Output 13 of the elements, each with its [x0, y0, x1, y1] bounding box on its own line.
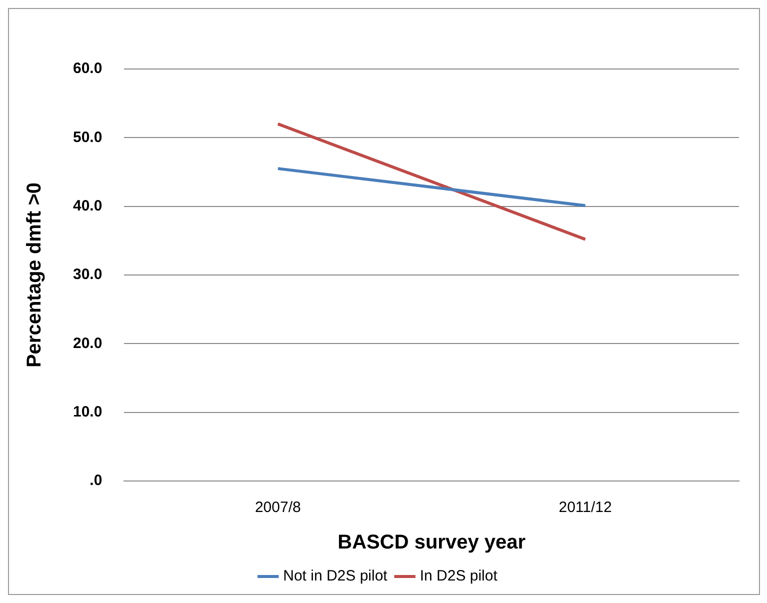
legend-label: In D2S pilot: [420, 568, 498, 585]
y-tick-label: 40.0: [72, 197, 102, 214]
y-tick-label: 60.0: [72, 60, 102, 78]
x-tick-label: 2007/8: [254, 499, 301, 516]
y-axis-title: Percentage dmft >0: [24, 182, 46, 368]
y-tick-label: 20.0: [72, 334, 102, 352]
x-tick-label: 2011/12: [558, 499, 612, 516]
y-tick-label: 10.0: [72, 403, 102, 420]
y-tick-label: .0: [90, 472, 102, 490]
legend-label: Not in D2S pilot: [283, 568, 388, 585]
y-tick-label: 50.0: [72, 128, 102, 146]
y-tick-label: 30.0: [72, 266, 102, 284]
x-axis-title: BASCD survey year: [338, 532, 526, 554]
